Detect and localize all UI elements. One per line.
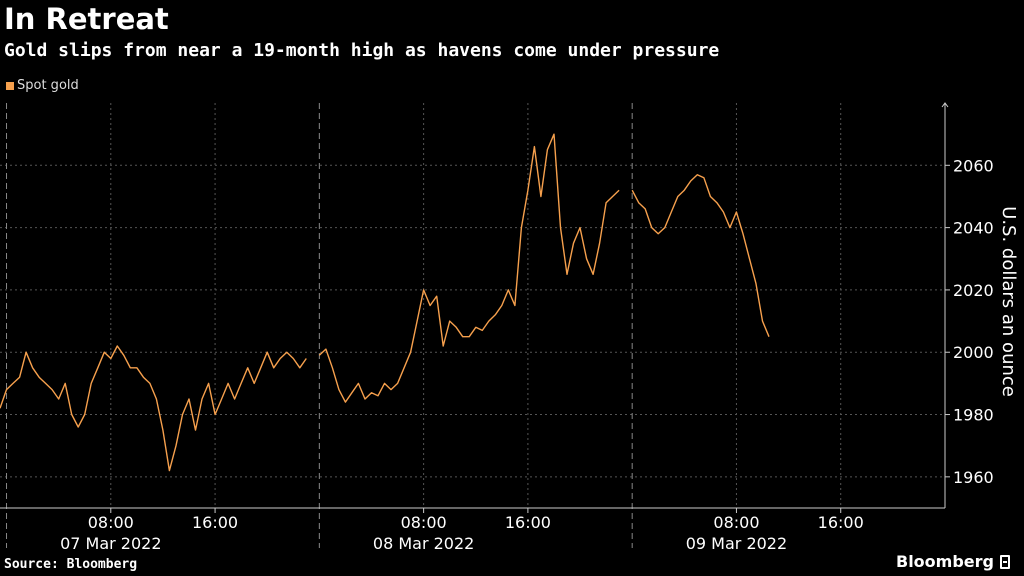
y-tick-label: 2020 [953,281,994,300]
legend-label: Spot gold [17,78,79,93]
series-line-spot-gold [0,345,307,472]
x-tick-label: 16:00 [192,513,238,532]
x-date-label: 08 Mar 2022 [373,534,474,553]
y-axis-arrow [941,102,949,108]
series-line-spot-gold [318,133,620,403]
y-tick-label: 2000 [953,343,994,362]
x-tick-label: 08:00 [88,513,134,532]
legend: Spot gold [6,78,79,93]
y-tick-label: 1980 [953,406,994,425]
x-tick-label: 16:00 [818,513,864,532]
y-tick-label: 2060 [953,156,994,175]
y-tick-label: 2040 [953,219,994,238]
y-tick-label: 1960 [953,468,994,487]
chart-title: In Retreat [4,2,169,36]
source-note: Source: Bloomberg [4,557,138,572]
x-date-label: 09 Mar 2022 [686,534,787,553]
x-tick-label: 08:00 [401,513,447,532]
x-date-label: 07 Mar 2022 [60,534,161,553]
x-tick-label: 08:00 [713,513,759,532]
chart-subtitle: Gold slips from near a 19-month high as … [4,40,720,61]
brand-name: Bloomberg [896,552,994,571]
bloomberg-terminal-icon [999,554,1010,569]
series-line-spot-gold [631,173,770,337]
brand-logo: Bloomberg [896,552,1010,571]
legend-swatch [6,81,14,90]
y-axis-title: U.S. dollars an ounce [998,206,1019,397]
x-tick-label: 16:00 [505,513,551,532]
